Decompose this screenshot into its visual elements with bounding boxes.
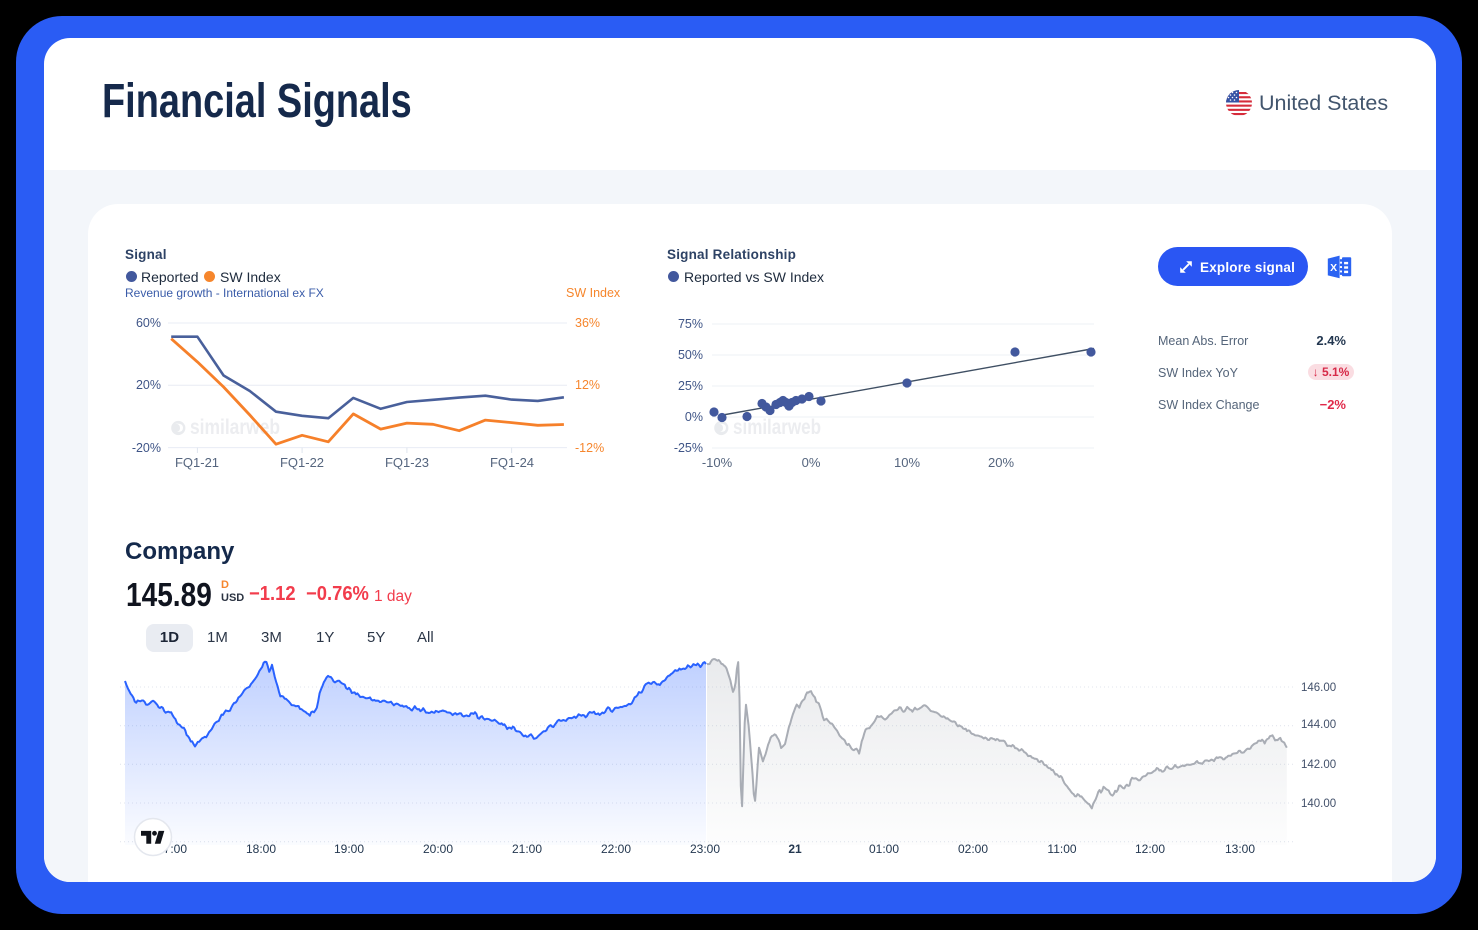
svg-text:similarweb: similarweb bbox=[733, 416, 821, 439]
svg-text:144.00: 144.00 bbox=[1301, 719, 1336, 731]
svg-text:11:00: 11:00 bbox=[1047, 842, 1076, 856]
svg-text:12%: 12% bbox=[575, 378, 600, 392]
svg-text:18:00: 18:00 bbox=[246, 842, 276, 856]
svg-text:25%: 25% bbox=[678, 379, 703, 393]
svg-text:19:00: 19:00 bbox=[334, 842, 364, 856]
svg-text:FQ1-22: FQ1-22 bbox=[280, 455, 324, 470]
svg-text:-25%: -25% bbox=[674, 441, 703, 455]
svg-text:FQ1-21: FQ1-21 bbox=[175, 455, 219, 470]
svg-text:146.00: 146.00 bbox=[1301, 682, 1336, 694]
svg-text:21:00: 21:00 bbox=[512, 842, 542, 856]
svg-text:01:00: 01:00 bbox=[869, 842, 899, 856]
svg-text:13:00: 13:00 bbox=[1225, 842, 1255, 856]
svg-text:0%: 0% bbox=[802, 455, 821, 470]
svg-text:20%: 20% bbox=[136, 378, 161, 392]
svg-text:-10%: -10% bbox=[702, 455, 733, 470]
svg-text:12:00: 12:00 bbox=[1135, 842, 1165, 856]
svg-text:02:00: 02:00 bbox=[958, 842, 988, 856]
svg-text:140.00: 140.00 bbox=[1301, 798, 1336, 810]
svg-text:60%: 60% bbox=[136, 316, 161, 330]
svg-text:FQ1-23: FQ1-23 bbox=[385, 455, 429, 470]
svg-text:23:00: 23:00 bbox=[690, 842, 720, 856]
svg-text:0%: 0% bbox=[685, 410, 703, 424]
svg-text:142.00: 142.00 bbox=[1301, 759, 1336, 771]
svg-text:75%: 75% bbox=[678, 317, 703, 331]
svg-text:X: X bbox=[1330, 262, 1337, 274]
svg-text:-12%: -12% bbox=[575, 441, 604, 455]
svg-text:20:00: 20:00 bbox=[423, 842, 453, 856]
svg-text:FQ1-24: FQ1-24 bbox=[490, 455, 534, 470]
svg-text:21: 21 bbox=[788, 842, 802, 856]
svg-text:10%: 10% bbox=[894, 455, 920, 470]
svg-text:-20%: -20% bbox=[132, 441, 161, 455]
svg-text:36%: 36% bbox=[575, 316, 600, 330]
svg-text:20%: 20% bbox=[988, 455, 1014, 470]
svg-text:22:00: 22:00 bbox=[601, 842, 631, 856]
svg-text:50%: 50% bbox=[678, 348, 703, 362]
